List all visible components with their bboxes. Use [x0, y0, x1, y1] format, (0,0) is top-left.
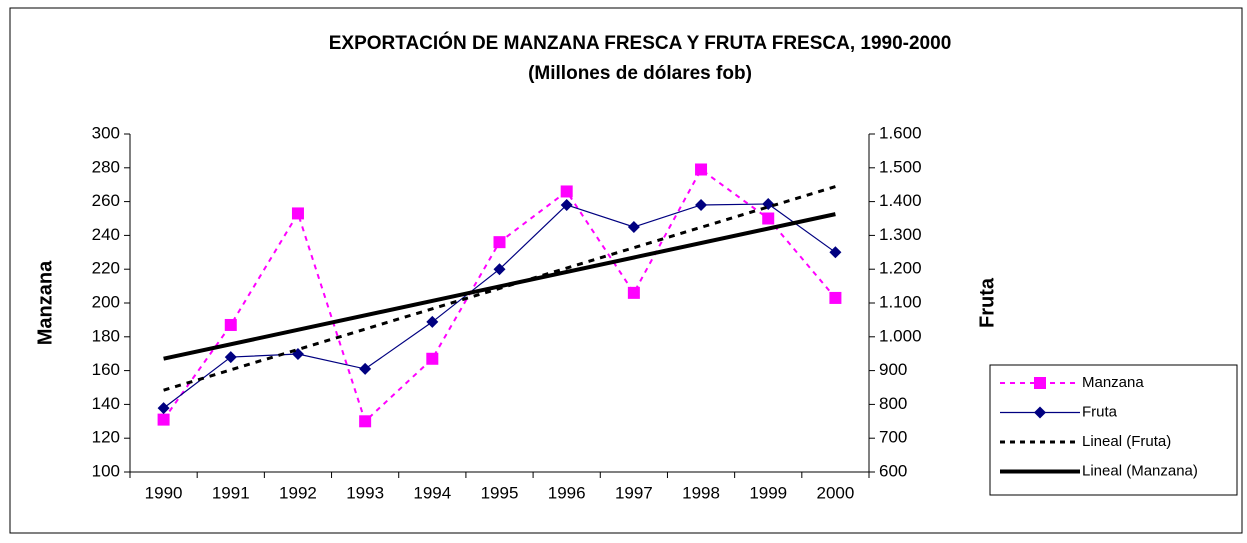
y-tick-label: 120 [92, 428, 120, 447]
y-tick-label: 280 [92, 157, 120, 176]
x-tick-label: 1992 [279, 483, 317, 502]
marker [695, 163, 708, 176]
marker [493, 263, 506, 276]
x-tick-label: 1991 [212, 483, 250, 502]
x-tick-label: 1998 [682, 483, 720, 502]
marker [829, 291, 842, 304]
y-tick-label: 260 [92, 191, 120, 210]
x-tick-label: 2000 [816, 483, 854, 502]
y2-tick-label: 1.400 [879, 191, 922, 210]
y2-tick-label: 700 [879, 428, 907, 447]
chart-title: EXPORTACIÓN DE MANZANA FRESCA Y FRUTA FR… [329, 32, 952, 54]
x-tick-label: 1996 [548, 483, 586, 502]
y2-tick-label: 1.200 [879, 259, 922, 278]
y2-tick-label: 1.100 [879, 292, 922, 311]
y2-tick-label: 1.600 [879, 123, 922, 142]
marker [627, 220, 640, 233]
y2-axis-label: Fruta [976, 277, 998, 328]
y2-tick-label: 1.000 [879, 326, 922, 345]
marker [695, 198, 708, 211]
legend-label: Fruta [1082, 403, 1118, 420]
marker [1034, 377, 1046, 389]
y-tick-label: 180 [92, 326, 120, 345]
y-tick-label: 160 [92, 360, 120, 379]
marker [359, 415, 372, 428]
x-tick-label: 1994 [413, 483, 451, 502]
y2-tick-label: 1.500 [879, 157, 922, 176]
x-tick-label: 1993 [346, 483, 384, 502]
y-tick-label: 220 [92, 259, 120, 278]
marker [560, 198, 573, 211]
x-tick-label: 1990 [145, 483, 183, 502]
marker [157, 402, 170, 415]
marker [426, 315, 439, 328]
y-tick-label: 240 [92, 225, 120, 244]
legend-label: Manzana [1082, 374, 1144, 391]
y-axis-label: Manzana [34, 260, 56, 345]
chart-subtitle: (Millones de dólares fob) [528, 63, 752, 84]
legend-label: Lineal (Fruta) [1082, 433, 1171, 450]
x-tick-label: 1997 [615, 483, 653, 502]
marker [224, 351, 237, 364]
marker [157, 413, 170, 426]
trendline [163, 212, 836, 361]
y-tick-label: 100 [92, 461, 120, 480]
marker [829, 246, 842, 259]
marker [426, 352, 439, 365]
marker [762, 212, 775, 225]
x-tick-label: 1999 [749, 483, 787, 502]
marker [493, 236, 506, 249]
y2-tick-label: 900 [879, 360, 907, 379]
marker [1034, 406, 1046, 419]
y2-tick-label: 1.300 [879, 225, 922, 244]
y-tick-label: 300 [92, 123, 120, 142]
y-tick-label: 140 [92, 394, 120, 413]
y-tick-label: 200 [92, 292, 120, 311]
marker [359, 362, 372, 375]
legend-label: Lineal (Manzana) [1082, 462, 1198, 479]
marker [627, 286, 640, 299]
x-tick-label: 1995 [481, 483, 519, 502]
marker [560, 185, 573, 198]
marker [291, 207, 304, 220]
marker [224, 318, 237, 331]
y2-tick-label: 600 [879, 461, 907, 480]
y2-tick-label: 800 [879, 394, 907, 413]
